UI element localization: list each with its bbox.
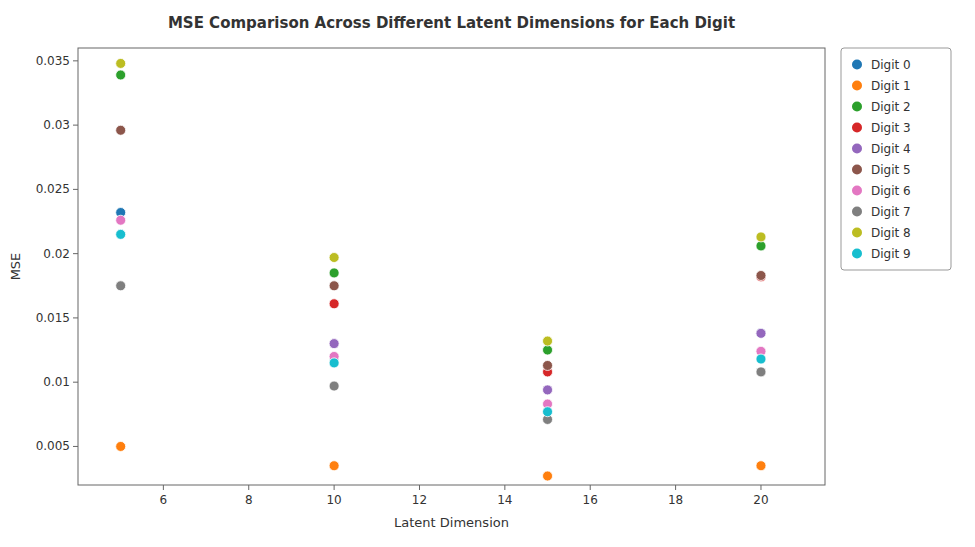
legend-swatch: [852, 102, 862, 112]
series: [116, 441, 766, 481]
x-tick: [760, 485, 761, 490]
point: [543, 345, 553, 355]
x-tick: [419, 485, 420, 490]
legend-entry: Digit 2: [871, 100, 911, 114]
y-tick-label: 0.01: [43, 375, 70, 389]
point: [756, 328, 766, 338]
y-tick: [73, 317, 78, 318]
x-tick: [334, 485, 335, 490]
series: [116, 215, 766, 409]
series: [329, 328, 766, 395]
legend-entry: Digit 4: [871, 142, 911, 156]
x-tick-label: 14: [497, 493, 512, 507]
y-tick-label: 0.03: [43, 118, 70, 132]
point: [756, 328, 766, 338]
point: [329, 461, 339, 471]
x-tick-label: 16: [583, 493, 598, 507]
point: [116, 125, 126, 135]
point: [116, 58, 126, 68]
x-axis-label: Latent Dimension: [394, 515, 509, 530]
x-tick: [590, 485, 591, 490]
legend-entry: Digit 7: [871, 205, 911, 219]
axes: 6 8 10 12 14 16 18 20 0.005 0.01 0.015 0.02 0.025 0.0…: [36, 48, 825, 507]
y-axis-label: MSE: [8, 253, 23, 281]
y-tick-label: 0.015: [36, 311, 70, 325]
legend-swatch: [852, 186, 862, 196]
point: [543, 407, 553, 417]
series: [116, 281, 766, 425]
point: [329, 339, 339, 349]
y-tick-label: 0.005: [36, 439, 70, 453]
point: [543, 360, 553, 370]
point: [756, 270, 766, 280]
x-tick-label: 12: [412, 493, 427, 507]
point: [756, 461, 766, 471]
point: [543, 336, 553, 346]
point: [116, 229, 126, 239]
point: [329, 299, 339, 309]
point: [756, 232, 766, 242]
x-tick: [675, 485, 676, 490]
y-tick: [73, 253, 78, 254]
x-tick: [163, 485, 164, 490]
x-tick: [504, 485, 505, 490]
legend-entry: Digit 5: [871, 163, 911, 177]
legend: Digit 0 Digit 1 Digit 2 Digit 3 Digit 4 Digit…: [841, 48, 951, 270]
chart: 6 8 10 12 14 16 18 20 0.005 0.01 0.015 0.02 0.025 0.0…: [0, 0, 975, 547]
legend-entry: Digit 3: [871, 121, 911, 135]
legend-swatch: [852, 81, 862, 91]
series: [329, 272, 766, 377]
plot-background: [78, 48, 825, 485]
legend-swatch: [852, 228, 862, 238]
series: [116, 229, 766, 416]
legend-entry: Digit 9: [871, 247, 911, 261]
legend-swatch: [852, 60, 862, 70]
series: [116, 58, 766, 346]
x-tick: [248, 485, 249, 490]
legend-swatch: [852, 249, 862, 259]
y-tick: [73, 125, 78, 126]
x-tick-label: 6: [160, 493, 168, 507]
point: [756, 241, 766, 251]
point: [543, 385, 553, 395]
point: [329, 358, 339, 368]
point: [116, 441, 126, 451]
point: [116, 215, 126, 225]
series: [116, 208, 766, 339]
title: MSE Comparison Across Different Latent D…: [168, 14, 735, 32]
y-tick: [73, 382, 78, 383]
y-tick-label: 0.02: [43, 247, 70, 261]
point: [329, 268, 339, 278]
point: [756, 354, 766, 364]
x-tick-label: 8: [245, 493, 253, 507]
legend-entry: Digit 8: [871, 226, 911, 240]
legend-entry: Digit 6: [871, 184, 911, 198]
y-tick-label: 0.035: [36, 54, 70, 68]
legend-box: [841, 48, 951, 270]
x-tick-label: 10: [326, 493, 341, 507]
point: [116, 70, 126, 80]
point: [116, 281, 126, 291]
series: [116, 70, 766, 355]
legend-entry: Digit 0: [871, 58, 911, 72]
legend-swatch: [852, 123, 862, 133]
y-tick-label: 0.025: [36, 182, 70, 196]
y-tick: [73, 446, 78, 447]
point: [329, 281, 339, 291]
point: [543, 471, 553, 481]
x-tick-label: 20: [753, 493, 768, 507]
plot-frame: [78, 48, 825, 485]
y-tick: [73, 189, 78, 190]
legend-swatch: [852, 144, 862, 154]
series: [116, 125, 766, 370]
point: [329, 381, 339, 391]
legend-swatch: [852, 165, 862, 175]
y-tick: [73, 60, 78, 61]
legend-swatch: [852, 207, 862, 217]
point: [329, 253, 339, 263]
point: [756, 367, 766, 377]
points: [116, 58, 766, 481]
legend-entry: Digit 1: [871, 79, 911, 93]
x-tick-label: 18: [668, 493, 683, 507]
